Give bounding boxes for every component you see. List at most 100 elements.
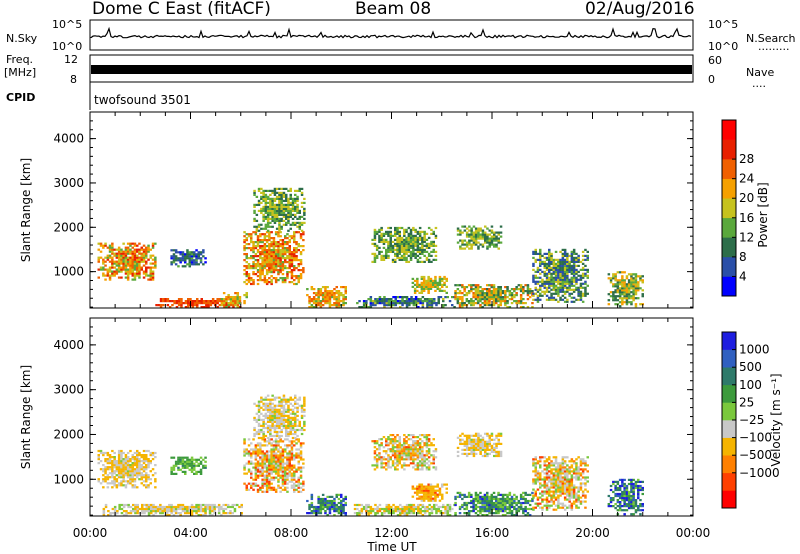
heatmap-cell xyxy=(263,233,267,236)
heatmap-cell xyxy=(260,396,263,399)
heatmap-cell xyxy=(340,505,343,509)
heatmap-cell xyxy=(278,422,281,425)
heatmap-cell xyxy=(396,446,399,449)
heatmap-cell xyxy=(142,272,146,275)
heatmap-cell xyxy=(407,260,411,263)
heatmap-cell xyxy=(294,402,297,405)
heatmap-cell xyxy=(179,251,182,254)
heatmap-cell xyxy=(577,288,580,291)
heatmap-cell xyxy=(526,288,530,291)
heatmap-cell xyxy=(262,227,265,230)
heatmap-cell xyxy=(296,428,299,432)
heatmap-cell xyxy=(289,402,292,405)
heatmap-cell xyxy=(378,454,381,457)
heatmap-cell xyxy=(389,240,392,243)
heatmap-cell xyxy=(315,300,318,303)
heatmap-cell xyxy=(414,236,417,239)
heatmap-cell xyxy=(621,283,624,286)
heatmap-cell xyxy=(383,306,386,309)
heatmap-cell xyxy=(412,454,415,457)
heatmap-cell xyxy=(141,510,144,513)
heatmap-cell xyxy=(432,460,435,463)
heatmap-cell xyxy=(270,267,273,270)
heatmap-cell xyxy=(430,454,433,457)
heatmap-cell xyxy=(277,231,280,234)
heatmap-cell xyxy=(495,294,498,297)
heatmap-cell xyxy=(136,464,139,467)
heatmap-cell xyxy=(481,243,485,246)
heatmap-cell xyxy=(335,505,338,509)
heatmap-cell xyxy=(265,249,269,252)
heatmap-cell xyxy=(481,233,485,236)
heatmap-cell xyxy=(247,460,251,463)
heatmap-cell xyxy=(131,464,134,467)
heatmap-cell xyxy=(423,460,426,463)
heatmap-cell xyxy=(612,277,615,280)
heatmap-cell xyxy=(273,217,277,220)
y-tick-label: 3000 xyxy=(53,176,84,190)
heatmap-cell xyxy=(269,406,272,409)
heatmap-cell xyxy=(129,262,132,265)
heatmap-cell xyxy=(250,247,253,250)
heatmap-cell xyxy=(623,285,626,288)
heatmap-cell xyxy=(240,505,243,509)
heatmap-cell xyxy=(295,243,298,246)
heatmap-cell xyxy=(418,246,422,249)
heatmap-cell xyxy=(286,273,289,276)
heatmap-cell xyxy=(456,298,460,301)
heatmap-cell xyxy=(634,297,638,300)
heatmap-cell xyxy=(572,300,576,303)
heatmap-cell xyxy=(407,234,411,237)
heatmap-cell xyxy=(461,243,464,246)
heatmap-cell xyxy=(281,458,285,461)
heatmap-cell xyxy=(126,482,130,485)
heatmap-cell xyxy=(255,404,259,407)
heatmap-cell xyxy=(618,271,622,274)
heatmap-cell xyxy=(250,460,253,463)
heatmap-cell xyxy=(423,458,426,461)
heatmap-cell xyxy=(274,251,278,254)
heatmap-cell xyxy=(151,458,155,461)
heatmap-cell xyxy=(204,505,207,509)
heatmap-cell xyxy=(563,266,567,269)
heatmap-cell xyxy=(145,484,148,487)
heatmap-cell xyxy=(257,408,261,411)
heatmap-cell xyxy=(174,507,178,511)
heatmap-cell xyxy=(423,464,426,467)
heatmap-cell xyxy=(524,284,527,287)
heatmap-cell xyxy=(142,476,146,479)
heatmap-cell xyxy=(330,304,334,307)
heatmap-cell xyxy=(506,306,509,309)
heatmap-cell xyxy=(187,302,190,305)
heatmap-cell xyxy=(548,248,551,251)
heatmap-cell xyxy=(418,236,422,239)
heatmap-cell xyxy=(324,503,327,507)
heatmap-cell xyxy=(199,505,203,509)
heatmap-cell xyxy=(111,476,114,479)
heatmap-cell xyxy=(371,464,374,467)
heatmap-cell xyxy=(392,304,395,307)
heatmap-cell xyxy=(566,256,569,259)
heatmap-cell xyxy=(272,456,276,459)
heatmap-cell xyxy=(474,229,478,232)
heatmap-cell xyxy=(575,276,578,279)
heatmap-cell xyxy=(184,512,187,515)
heatmap-cell xyxy=(257,209,261,212)
heatmap-cell xyxy=(254,462,258,465)
heatmap-cell xyxy=(271,207,274,210)
heatmap-cell xyxy=(616,287,620,290)
heatmap-cell xyxy=(412,228,415,231)
heatmap-cell xyxy=(272,448,276,451)
heatmap-cell xyxy=(245,448,248,451)
heatmap-cell xyxy=(472,237,476,240)
heatmap-cell xyxy=(296,203,299,206)
heatmap-cell xyxy=(526,306,530,309)
heatmap-cell xyxy=(438,279,442,282)
heatmap-cell xyxy=(522,302,525,305)
heatmap-cell xyxy=(122,464,125,467)
heatmap-cell xyxy=(117,470,121,473)
heatmap-cell xyxy=(584,268,587,271)
heatmap-cell xyxy=(131,462,134,465)
heatmap-cell xyxy=(140,248,143,251)
heatmap-cell xyxy=(280,416,283,419)
